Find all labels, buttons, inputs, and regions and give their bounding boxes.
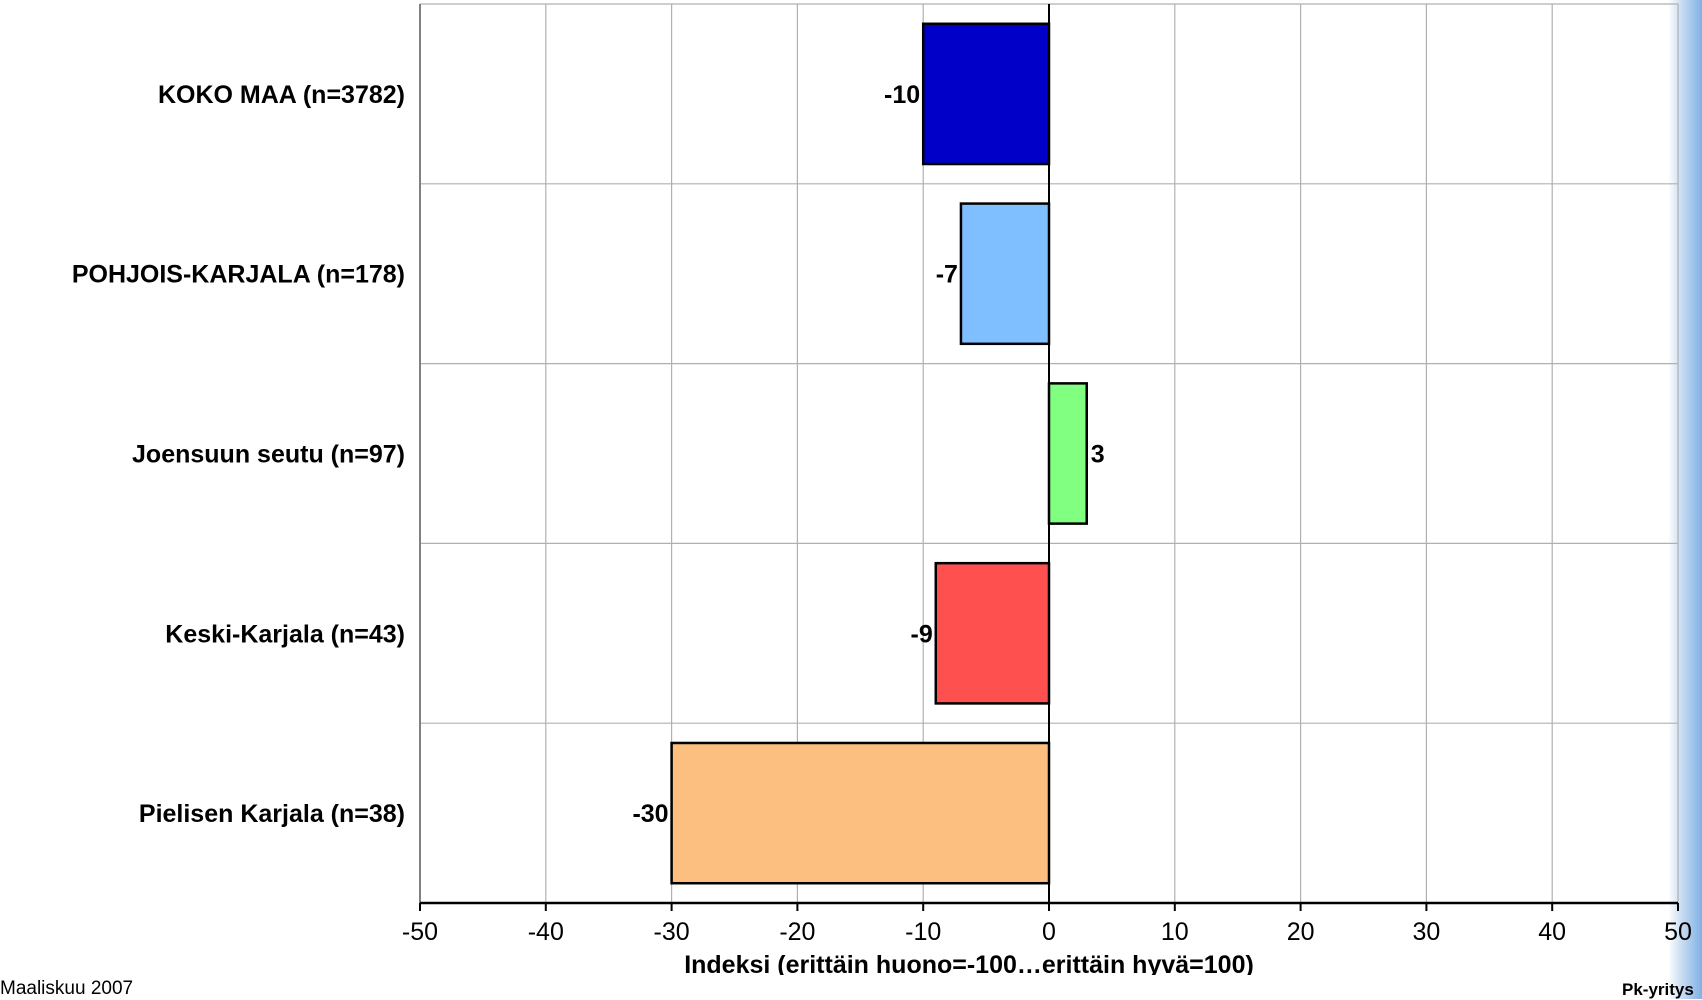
category-labels: KOKO MAA (n=3782) POHJOIS-KARJALA (n=178)… <box>72 81 405 828</box>
x-tick-label: 0 <box>1042 918 1056 946</box>
x-tick-label: 30 <box>1412 918 1440 946</box>
category-label-1: POHJOIS-KARJALA (n=178) <box>72 261 405 289</box>
value-labels: -10 -7 3 -9 -30 <box>632 81 1104 828</box>
bars <box>670 22 1088 885</box>
x-tick-label: -30 <box>654 918 690 946</box>
bar-1 <box>959 202 1051 346</box>
x-tick-label: -50 <box>402 918 438 946</box>
value-label-2: 3 <box>1091 441 1105 469</box>
bar-3 <box>934 561 1051 705</box>
x-tick-label: 10 <box>1161 918 1189 946</box>
x-tick-label: 50 <box>1664 918 1692 946</box>
x-axis: -50 -40 -30 -20 -10 0 10 20 30 40 50 <box>402 901 1692 946</box>
x-tick-label: -20 <box>779 918 815 946</box>
value-label-0: -10 <box>884 81 920 109</box>
zero-line <box>419 4 1050 903</box>
bar-4 <box>670 741 1051 885</box>
footer-brand: Pk-yritys <box>1622 980 1694 999</box>
value-label-1: -7 <box>936 261 958 289</box>
category-label-4: Pielisen Karjala (n=38) <box>139 800 405 828</box>
category-label-2: Joensuun seutu (n=97) <box>132 441 405 469</box>
value-label-4: -30 <box>632 800 668 828</box>
value-label-3: -9 <box>911 620 933 648</box>
x-tick-label: 20 <box>1287 918 1315 946</box>
decorative-side-strip <box>1668 0 1702 999</box>
x-axis-title: Indeksi (erittäin huono=-100…erittäin hy… <box>684 951 1254 975</box>
x-tick-label: -40 <box>528 918 564 946</box>
category-label-3: Keski-Karjala (n=43) <box>165 620 405 648</box>
x-tick-label: -10 <box>905 918 941 946</box>
bar-0 <box>921 22 1051 166</box>
x-tick-label: 40 <box>1538 918 1566 946</box>
footer-date: Maaliskuu 2007 <box>0 978 134 999</box>
bar-2 <box>1047 382 1088 525</box>
bar-chart: -50 -40 -30 -20 -10 0 10 20 30 40 50 KOKO MAA (n=3… <box>72 3 1692 975</box>
category-label-0: KOKO MAA (n=3782) <box>158 81 405 109</box>
